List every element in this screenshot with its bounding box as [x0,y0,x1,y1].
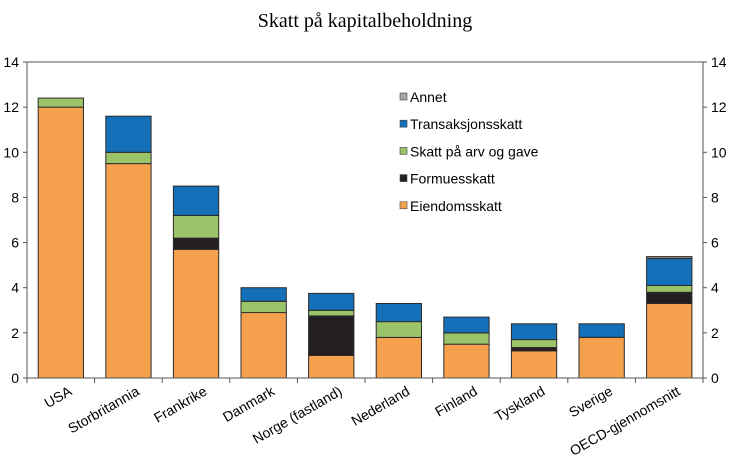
y-tick-label-left: 6 [11,235,19,251]
bar-segment-skatt-p-arv-og-gave [510,339,558,349]
bar-segment-skatt-p-arv-og-gave [37,97,84,108]
bar-segment-eiendomsskatt [443,343,490,379]
y-tick-label-right: 6 [711,235,719,251]
x-tick-label: Danmark [220,382,278,425]
bar-segment-eiendomsskatt [578,336,625,379]
bar-segment-transaksjonsskatt [172,185,220,216]
bar-segment-eiendomsskatt [172,248,220,379]
bar-segment-skatt-p-arv-og-gave [172,215,220,239]
legend-label: Annet [410,89,447,105]
x-tick-label: OECD-gjennomsnitt [567,383,683,459]
x-tick-label: Nederland [348,383,412,429]
legend-label: Formuesskatt [410,171,495,187]
y-tick-label-right: 12 [711,99,727,115]
y-tick-label-left: 14 [3,54,19,70]
bar-segment-transaksjonsskatt [375,303,423,323]
bar-segment-eiendomsskatt [510,350,558,379]
y-tick-label-left: 12 [3,99,19,115]
x-tick-label: Sverige [566,383,615,421]
y-tick-label-left: 0 [11,370,19,386]
legend-swatch [399,147,408,155]
legend-label: Transaksjonsskatt [410,116,522,132]
bar-segment-eiendomsskatt [308,354,355,379]
bar-segment-eiendomsskatt [105,163,152,379]
x-tick-label: USA [41,382,75,411]
bar-segment-transaksjonsskatt [443,316,490,334]
bar-segment-transaksjonsskatt [308,292,355,311]
y-tick-label-left: 8 [11,189,19,205]
legend-swatch [399,119,408,128]
bar-segment-eiendomsskatt [646,303,693,379]
bar-segment-skatt-p-arv-og-gave [105,151,152,165]
bar-segment-annet [646,256,693,259]
bar-segment-transaksjonsskatt [646,257,693,286]
bar-segment-eiendomsskatt [37,106,84,379]
bar-segment-transaksjonsskatt [105,115,152,153]
bar-segment-skatt-p-arv-og-gave [308,309,355,317]
y-tick-label-right: 10 [711,144,727,160]
bar-segment-skatt-p-arv-og-gave [646,285,693,293]
y-tick-label-right: 2 [711,325,719,341]
y-tick-label-right: 0 [711,370,719,386]
bar-segment-transaksjonsskatt [510,323,558,341]
y-tick-label-left: 4 [11,280,19,296]
bar-segment-skatt-p-arv-og-gave [375,321,423,338]
bars-group [37,97,693,379]
y-tick-label-right: 8 [711,189,719,205]
legend-swatch [399,201,408,210]
legend-swatch [399,174,408,182]
legend-label: Eiendomsskatt [410,198,502,214]
bar-segment-formuesskatt [510,347,558,352]
legend-label: Skatt på arv og gave [410,143,539,159]
y-tick-label-left: 10 [3,144,19,160]
x-tick-label: Frankrike [151,383,210,426]
y-tick-label-right: 4 [711,280,719,296]
y-tick-label-left: 2 [11,325,19,341]
x-tick-label: Finland [432,383,480,420]
x-tick-label: Storbritannia [65,383,142,437]
bar-segment-transaksjonsskatt [240,287,287,302]
bar-segment-transaksjonsskatt [578,323,625,338]
bar-segment-formuesskatt [308,315,355,356]
y-tick-label-right: 14 [711,54,727,70]
bar-segment-eiendomsskatt [375,336,423,379]
bar-segment-formuesskatt [646,291,693,305]
bar-segment-skatt-p-arv-og-gave [443,332,490,345]
chart-title: Skatt på kapitalbeholdning [257,10,473,32]
bar-segment-skatt-p-arv-og-gave [240,300,287,314]
bar-segment-formuesskatt [172,237,220,250]
legend: Annet Transaksjonsskatt Skatt på arv og ga… [399,89,539,214]
bar-segment-eiendomsskatt [240,312,287,379]
x-tick-label: Tyskland [492,383,548,424]
legend-swatch [399,92,408,101]
